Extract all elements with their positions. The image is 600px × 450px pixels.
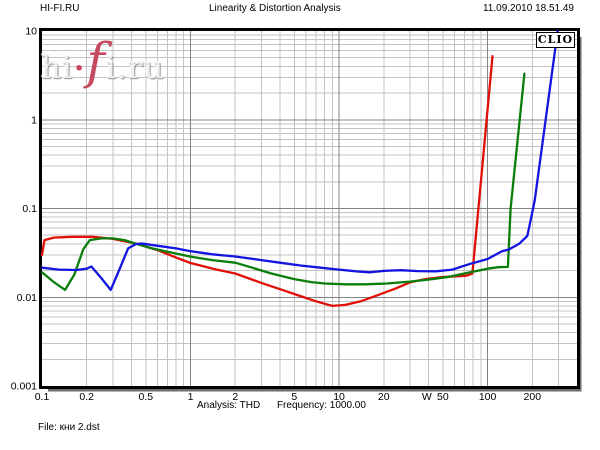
axis-tick-label: 0.1 <box>35 391 50 403</box>
frequency-label: Frequency: 1000.00 <box>276 400 366 411</box>
axis-tick-label: 0.2 <box>79 391 94 403</box>
site-label: HI-FI.RU <box>40 3 80 14</box>
x-axis-unit-label: W <box>422 391 432 403</box>
clio-logo-badge: CLIO <box>536 32 575 48</box>
analysis-status-line: Analysis: THD Frequency: 1000.00 <box>197 400 380 411</box>
axis-tick-label: 0.01 <box>17 292 38 304</box>
axis-tick-label: 10 <box>25 26 37 38</box>
axis-tick-label: 100 <box>479 391 497 403</box>
axis-tick-label: 1 <box>188 391 194 403</box>
axis-tick-label: 20 <box>378 391 390 403</box>
axis-tick-label: 2 <box>232 391 238 403</box>
axis-tick-label: 0.1 <box>22 203 37 215</box>
datetime-label: 11.09.2010 18.51.49 <box>482 3 574 14</box>
axis-tick-label: 0.001 <box>11 381 37 393</box>
axis-tick-label: 10 <box>333 391 345 403</box>
axis-tick-label: 200 <box>524 391 542 403</box>
red-curve <box>41 55 494 308</box>
axis-tick-label: 0.5 <box>139 391 154 403</box>
window-title: Linearity & Distortion Analysis <box>209 3 341 14</box>
blue-curve <box>41 30 559 292</box>
green-curve <box>41 72 526 292</box>
axis-tick-label: 5 <box>291 391 297 403</box>
axis-tick-label: 1 <box>31 114 37 126</box>
file-label: File: кни 2.dst <box>38 422 100 433</box>
analysis-label: Analysis: THD <box>197 400 261 411</box>
axis-tick-label: 50 <box>437 391 449 403</box>
